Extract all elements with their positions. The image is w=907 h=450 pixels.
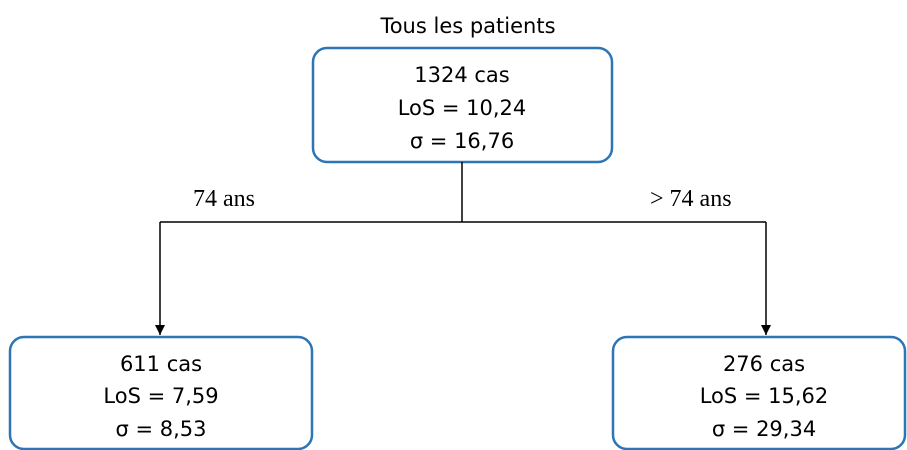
child-node [8,335,314,450]
title: Tous les patients [379,14,555,38]
node-text: σ = 16,76 [410,129,514,153]
node-text: 276 cas [723,352,805,376]
node-text: LoS = 15,62 [700,384,829,408]
node-text: σ = 8,53 [115,417,206,441]
node-text: LoS = 7,59 [103,384,218,408]
connector [160,162,766,223]
node-text: 611 cas [120,352,202,376]
node-text: LoS = 10,24 [398,96,527,120]
node-text: σ = 29,34 [712,417,816,441]
edge-label: 74 ans [193,186,255,212]
edge-label: > 74 ans [650,186,732,212]
child-node [611,335,907,450]
node-text: 1324 cas [414,63,509,87]
